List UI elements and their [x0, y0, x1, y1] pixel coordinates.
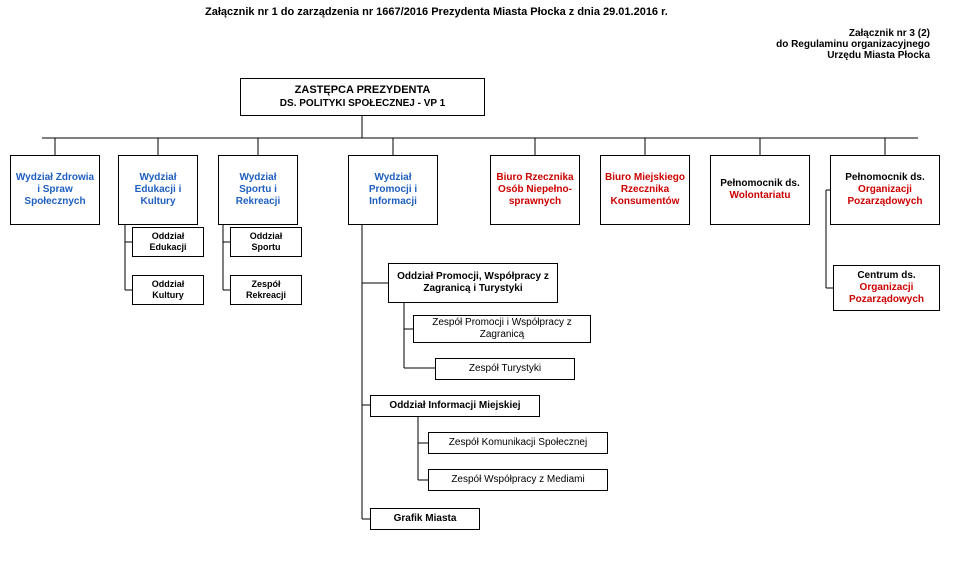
node-oddzial-kultury: Oddział Kultury	[132, 275, 204, 305]
node-oddzial-sportu: Oddział Sportu	[230, 227, 302, 257]
attachment-note: Załącznik nr 3 (2) do Regulaminu organiz…	[700, 28, 930, 61]
node-oddzial-promocji: Oddział Promocji, Współpracy z Zagranicą…	[388, 263, 558, 303]
node-pelnomocnik-pozarz: Pełnomocnik ds. Organizacji Pozarządowyc…	[830, 155, 940, 225]
node-rzecznik-konsum: Biuro Miejskiego Rzecznika Konsumentów	[600, 155, 690, 225]
centrum-l1: Centrum ds.	[857, 270, 915, 282]
node-centrum-pozarz: Centrum ds. Organizacji Pozarządowych	[833, 265, 940, 311]
root-line2: DS. POLITYKI SPOŁECZNEJ - VP 1	[280, 98, 445, 110]
peln-poz-l3: Pozarządowych	[847, 196, 922, 208]
centrum-l2: Organizacji	[860, 282, 914, 294]
peln-wol-l2: Wolontariatu	[730, 190, 791, 202]
attach-line3: Urzędu Miasta Płocka	[700, 50, 930, 61]
attach-line1: Załącznik nr 3 (2)	[700, 28, 930, 39]
centrum-l3: Pozarządowych	[849, 294, 924, 306]
node-zespol-komunikacji: Zespół Komunikacji Społecznej	[428, 432, 608, 454]
root-node: ZASTĘPCA PREZYDENTA DS. POLITYKI SPOŁECZ…	[240, 78, 485, 116]
node-zespol-promocji: Zespół Promocji i Współpracy z Zagranicą	[413, 315, 591, 343]
node-edukacji-kultury: Wydział Edukacji i Kultury	[118, 155, 198, 225]
node-rzecznik-niepeln: Biuro Rzecznika Osób Niepełno­sprawnych	[490, 155, 580, 225]
peln-poz-l2: Organizacji	[858, 184, 912, 196]
peln-wol-l1: Pełnomocnik ds.	[720, 178, 799, 190]
node-oddzial-edukacji: Oddział Edukacji	[132, 227, 204, 257]
node-promocji-informacji: Wydział Promocji i Informacji	[348, 155, 438, 225]
node-inf-miejskiej: Oddział Informacji Miejskiej	[370, 395, 540, 417]
node-zespol-rekreacji: Zespół Rekreacji	[230, 275, 302, 305]
attach-line2: do Regulaminu organizacyjnego	[700, 39, 930, 50]
node-zdrowia: Wydział Zdrowia i Spraw Społecznych	[10, 155, 100, 225]
node-grafik-miasta: Grafik Miasta	[370, 508, 480, 530]
node-sportu-rekreacji: Wydział Sportu i Rekreacji	[218, 155, 298, 225]
root-line1: ZASTĘPCA PREZYDENTA	[295, 84, 431, 97]
peln-poz-l1: Pełnomocnik ds.	[845, 172, 924, 184]
node-zespol-media: Zespół Współpracy z Mediami	[428, 469, 608, 491]
document-title: Załącznik nr 1 do zarządzenia nr 1667/20…	[205, 6, 668, 18]
node-zespol-turystyki: Zespół Turystyki	[435, 358, 575, 380]
node-pelnomocnik-wolont: Pełnomocnik ds. Wolontariatu	[710, 155, 810, 225]
